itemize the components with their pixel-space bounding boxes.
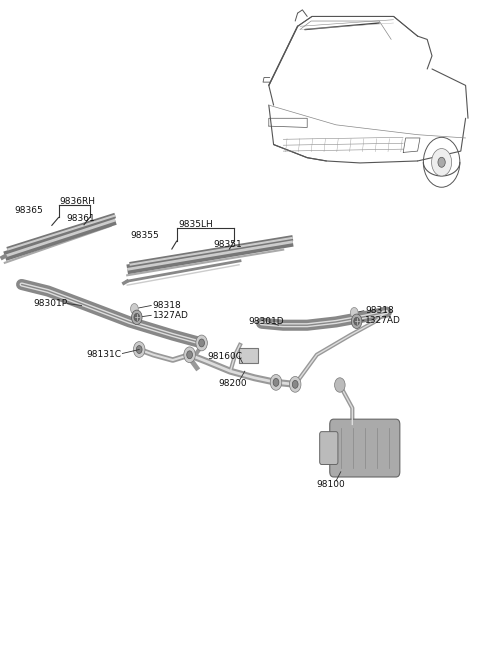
Text: 9836RH: 9836RH [60,196,96,206]
Text: 98160C: 98160C [207,351,242,361]
Text: 98131C: 98131C [86,350,121,359]
Text: 98200: 98200 [218,378,247,388]
Circle shape [273,378,279,386]
Circle shape [133,342,145,357]
Circle shape [270,374,282,390]
Text: 98318: 98318 [365,306,394,315]
Text: 1327AD: 1327AD [153,311,189,320]
Circle shape [292,380,298,388]
Text: 98318: 98318 [153,301,181,310]
Text: 98361: 98361 [66,214,95,223]
Text: 9835LH: 9835LH [178,219,213,229]
Circle shape [350,307,358,318]
Circle shape [196,335,207,351]
Text: 98365: 98365 [14,206,43,215]
Circle shape [354,317,360,325]
Circle shape [199,339,204,347]
Circle shape [351,314,362,328]
Text: 98351: 98351 [214,240,242,249]
Text: 98301D: 98301D [249,317,284,327]
Circle shape [432,148,452,176]
Text: 98301P: 98301P [34,299,68,308]
Circle shape [136,346,142,353]
Text: 1327AD: 1327AD [365,316,401,325]
Circle shape [335,378,345,392]
Circle shape [289,376,301,392]
Text: 98100: 98100 [317,480,346,489]
Bar [239,348,258,363]
Circle shape [184,347,195,363]
Text: 98355: 98355 [131,231,159,240]
Circle shape [187,351,192,359]
FancyBboxPatch shape [330,419,400,477]
Circle shape [134,313,140,321]
Circle shape [423,137,460,187]
FancyBboxPatch shape [320,432,338,464]
Circle shape [132,310,142,325]
Circle shape [438,157,445,168]
Circle shape [131,304,138,314]
